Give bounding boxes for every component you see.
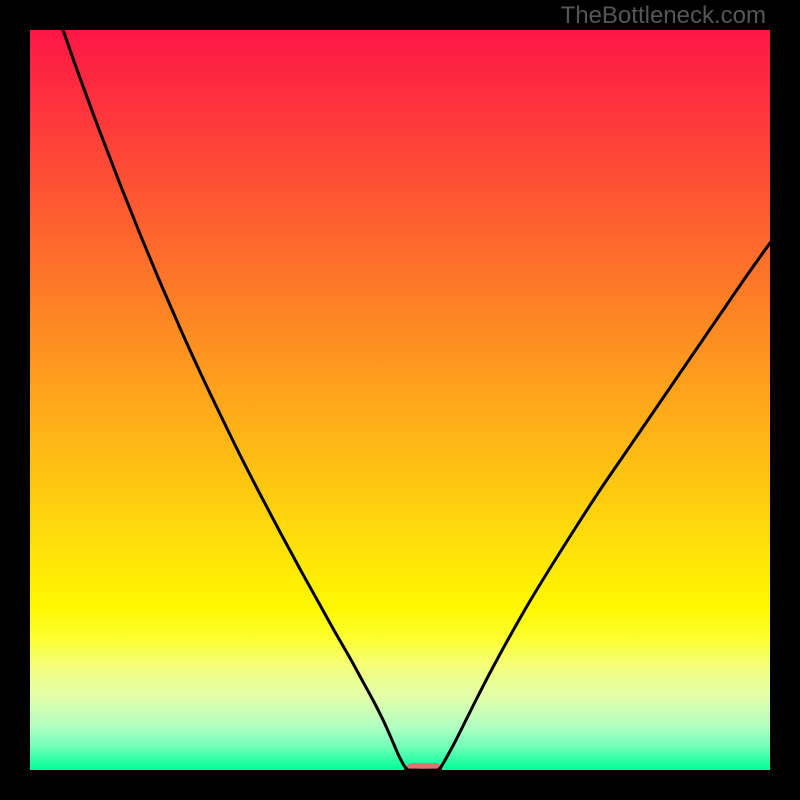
border-left — [0, 0, 30, 800]
chart-svg — [0, 0, 800, 800]
plot-background — [30, 30, 770, 770]
chart-container: TheBottleneck.com — [0, 0, 800, 800]
border-bottom — [0, 770, 800, 800]
watermark-text: TheBottleneck.com — [561, 2, 766, 30]
border-right — [770, 0, 800, 800]
